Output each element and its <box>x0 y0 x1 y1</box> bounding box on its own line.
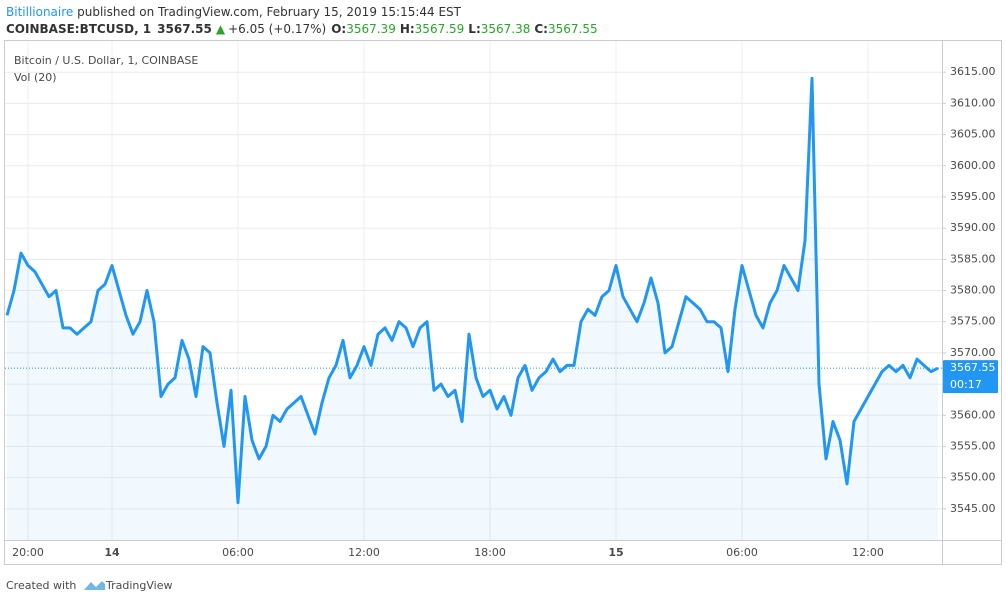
x-tick-label: 14 <box>104 546 120 559</box>
header: Bitillionaire published on TradingView.c… <box>6 5 598 36</box>
c: 3567.55 <box>548 22 598 36</box>
y-tick-label: 3570.00 <box>950 346 996 359</box>
arrow: ▲ <box>216 22 226 36</box>
y-tick-label: 3550.00 <box>950 471 996 484</box>
l-label: L: <box>468 22 480 36</box>
frame <box>4 40 1002 565</box>
y-tick-label: 3615.00 <box>950 65 996 78</box>
header-line: Bitillionaire published on TradingView.c… <box>6 5 462 19</box>
c-label: C: <box>534 22 548 36</box>
footer-brand[interactable]: TradingView <box>105 579 172 592</box>
chart-subtitle: Vol (20) <box>14 71 57 84</box>
y-tick-label: 3585.00 <box>950 252 996 265</box>
h-label: H: <box>400 22 415 36</box>
price-line <box>5 76 939 505</box>
chart-title: Bitcoin / U.S. Dollar, 1, COINBASE <box>14 54 198 67</box>
h: 3567.59 <box>415 22 465 36</box>
x-tick-label: 06:00 <box>726 546 758 559</box>
grid <box>5 41 942 540</box>
area <box>7 78 938 541</box>
published: published on TradingView.com, February 1… <box>73 5 461 19</box>
x-tick-label: 15 <box>608 546 623 559</box>
quote-line: COINBASE:BTCUSD, 1 3567.55 ▲ +6.05 (+0.17%)… <box>6 22 598 36</box>
footer-created: Created with <box>6 579 76 592</box>
l: 3567.38 <box>481 22 531 36</box>
x-tick-label: 12:00 <box>852 546 884 559</box>
plot <box>5 76 939 541</box>
x-tick-label: 20:00 <box>12 546 44 559</box>
y-tick-label: 3580.00 <box>950 284 996 297</box>
y-tick-label: 3595.00 <box>950 190 996 203</box>
symbol: COINBASE:BTCUSD, 1 <box>6 22 151 36</box>
y-tick-label: 3575.00 <box>950 315 996 328</box>
price: 3567.55 <box>157 22 212 36</box>
y-tick-label: 3600.00 <box>950 159 996 172</box>
x-tick-label: 18:00 <box>474 546 506 559</box>
y-tick-label: 3555.00 <box>950 439 996 452</box>
y-tick-label: 3590.00 <box>950 221 996 234</box>
o-label: O: <box>331 22 346 36</box>
price-tag <box>943 360 998 394</box>
x-tick-label: 12:00 <box>348 546 380 559</box>
change: +6.05 (+0.17%) <box>228 22 326 36</box>
price-tag-value: 3567.55 <box>950 361 996 374</box>
author[interactable]: Bitillionaire <box>6 5 73 19</box>
o: 3567.39 <box>346 22 396 36</box>
tv-logo <box>84 581 105 590</box>
y-tick-label: 3610.00 <box>950 96 996 109</box>
countdown: 00:17 <box>950 378 982 391</box>
y-tick-label: 3605.00 <box>950 128 996 141</box>
y-tick-label: 3545.00 <box>950 502 996 515</box>
y-tick-label: 3560.00 <box>950 408 996 421</box>
x-tick-label: 06:00 <box>222 546 254 559</box>
